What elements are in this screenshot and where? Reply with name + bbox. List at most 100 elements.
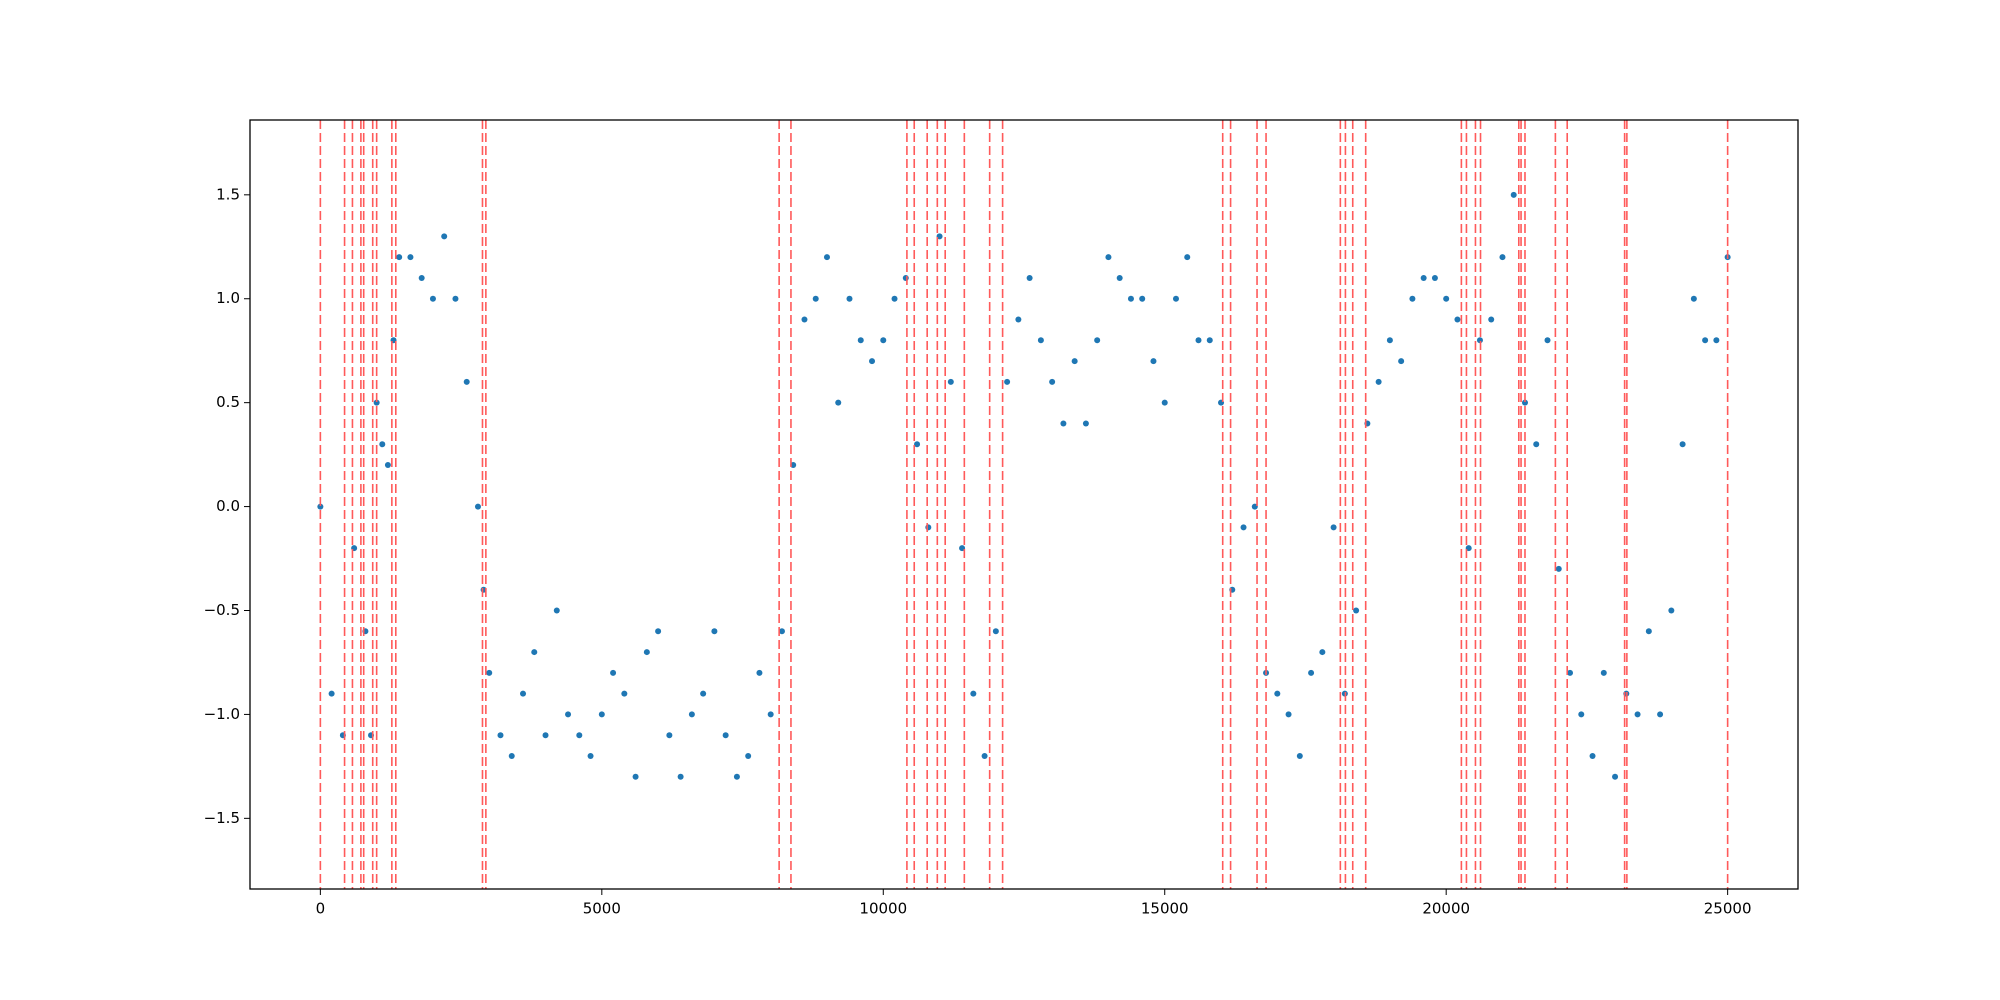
data-point (846, 295, 853, 302)
data-point (643, 649, 650, 656)
data-point (1285, 711, 1292, 718)
data-point (880, 337, 887, 344)
data-point (463, 378, 470, 385)
data-point (722, 732, 729, 739)
data-point (1499, 254, 1506, 261)
data-point (1172, 295, 1179, 302)
data-point (429, 295, 436, 302)
plot-area (317, 120, 1731, 889)
data-point (756, 669, 763, 676)
x-tick-label: 10000 (859, 900, 907, 918)
data-point (801, 316, 808, 323)
data-point (379, 441, 386, 448)
data-point (565, 711, 572, 718)
data-point (373, 399, 380, 406)
x-tick-label: 5000 (583, 900, 621, 918)
data-point (1274, 690, 1281, 697)
data-point (452, 295, 459, 302)
data-point (1026, 274, 1033, 281)
data-point (474, 503, 481, 510)
data-point (1150, 358, 1157, 365)
data-point (1049, 378, 1056, 385)
data-point (576, 732, 583, 739)
data-point (1690, 295, 1697, 302)
data-point (1161, 399, 1168, 406)
y-tick-label: 1.5 (216, 185, 240, 203)
data-point (1679, 441, 1686, 448)
data-point (407, 254, 414, 261)
data-point (1398, 358, 1405, 365)
data-point (970, 690, 977, 697)
data-point (587, 752, 594, 759)
data-point (508, 752, 515, 759)
data-point (1612, 773, 1619, 780)
data-point (1634, 711, 1641, 718)
data-point (486, 669, 493, 676)
y-tick-label: 0.5 (216, 393, 240, 411)
data-point (1488, 316, 1495, 323)
data-point (857, 337, 864, 344)
data-point (418, 274, 425, 281)
y-tick-label: 0.0 (216, 497, 240, 515)
data-point (1600, 669, 1607, 676)
data-point (610, 669, 617, 676)
data-point (835, 399, 842, 406)
data-point (1713, 337, 1720, 344)
data-point (1195, 337, 1202, 344)
data-point (1319, 649, 1326, 656)
data-point (1521, 399, 1528, 406)
data-point (1060, 420, 1067, 427)
axes-frame (249, 119, 1799, 890)
x-tick-label: 0 (316, 900, 326, 918)
data-point (1240, 524, 1247, 531)
data-point (1184, 254, 1191, 261)
y-tick-label: 1.0 (216, 289, 240, 307)
data-point (891, 295, 898, 302)
data-point (733, 773, 740, 780)
data-point (914, 441, 921, 448)
data-point (666, 732, 673, 739)
data-point (812, 295, 819, 302)
data-point (1443, 295, 1450, 302)
data-point (1071, 358, 1078, 365)
data-point (992, 628, 999, 635)
data-point (925, 524, 932, 531)
data-point (869, 358, 876, 365)
data-point (1476, 337, 1483, 344)
data-point (598, 711, 605, 718)
data-point (384, 462, 391, 469)
data-point (1037, 337, 1044, 344)
data-point (1094, 337, 1101, 344)
y-tick-label: −0.5 (204, 601, 240, 619)
data-point (1420, 274, 1427, 281)
data-point (1702, 337, 1709, 344)
data-point (1105, 254, 1112, 261)
data-point (1308, 669, 1315, 676)
data-point (396, 254, 403, 261)
data-point (1127, 295, 1134, 302)
data-point (328, 690, 335, 697)
x-tick-label: 20000 (1422, 900, 1470, 918)
data-point (1375, 378, 1382, 385)
data-point (745, 752, 752, 759)
data-point (1431, 274, 1438, 281)
data-point (497, 732, 504, 739)
data-point (1645, 628, 1652, 635)
data-point (531, 649, 538, 656)
data-point (1657, 711, 1664, 718)
data-point (1668, 607, 1675, 614)
data-point (1409, 295, 1416, 302)
data-point (542, 732, 549, 739)
data-point (823, 254, 830, 261)
data-point (1004, 378, 1011, 385)
data-point (1116, 274, 1123, 281)
data-point (947, 378, 954, 385)
data-point (981, 752, 988, 759)
x-tick-label: 15000 (1141, 900, 1189, 918)
data-point (1206, 337, 1213, 344)
data-point (1082, 420, 1089, 427)
data-point (1555, 565, 1562, 572)
data-point (1454, 316, 1461, 323)
